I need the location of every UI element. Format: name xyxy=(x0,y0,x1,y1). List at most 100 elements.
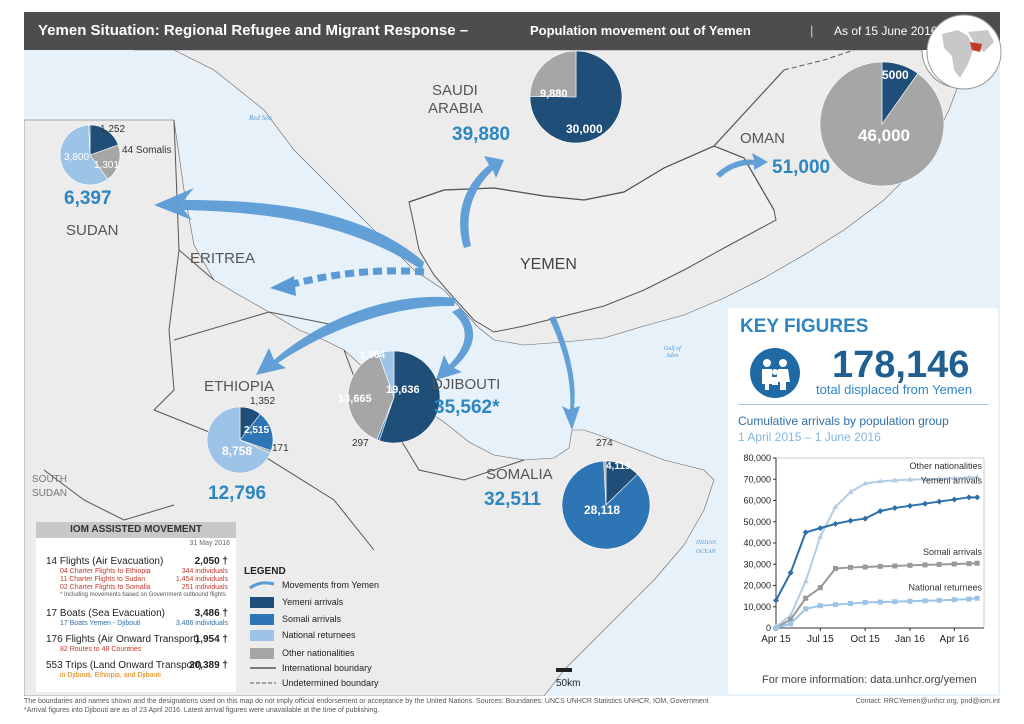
footer-contact: Contact: RRCYemen@unhcr.org, pnd@iom.int xyxy=(855,698,1000,705)
series-point xyxy=(966,561,972,567)
series-point xyxy=(847,489,854,494)
undetermined-boundary xyxy=(783,50,855,71)
pie-djibouti xyxy=(347,350,441,444)
arrow-dashed-eritrea xyxy=(285,267,425,290)
legend-swatch-other xyxy=(250,648,274,659)
x-tick-label: Jul 15 xyxy=(807,634,834,645)
legend-movements: Movements from Yemen xyxy=(282,580,380,590)
series-point xyxy=(877,563,883,569)
pie-slice-ethiopia-somali xyxy=(239,413,274,452)
series-point xyxy=(906,502,913,509)
gulf-aden-label-1: Gulf of xyxy=(664,345,682,352)
oman-total: 51,000 xyxy=(772,157,831,178)
footer-note: *Arrival figures into Djibouti are as of… xyxy=(24,707,380,714)
gulf-aden-label-2: Aden xyxy=(665,353,678,359)
movement-arrows xyxy=(154,153,768,430)
legend-other: Other nationalities xyxy=(282,648,355,658)
series-point xyxy=(817,603,823,609)
series-point xyxy=(892,563,898,569)
saudi-yemeni-label: 30,000 xyxy=(566,122,603,136)
somalia-yemeni-label: 4,119 xyxy=(606,461,631,472)
pie-slice-sudan-yemeni xyxy=(89,124,119,156)
scale-label: 50km xyxy=(556,678,581,689)
arrow-to-djibouti xyxy=(436,308,474,380)
series-point xyxy=(802,578,809,584)
iom-flight-row-1-value: 344 individuals xyxy=(181,568,228,575)
series-point xyxy=(936,561,942,567)
sudan-total: 6,397 xyxy=(64,188,112,209)
iom-boat-row: 17 Boats Yemen - Djibouti xyxy=(60,620,141,627)
iom-flight-row-1: 04 Charter Flights to Ethiopia xyxy=(60,568,151,575)
ethiopia-other-label: 171 xyxy=(272,443,289,454)
somalia-somali-label: 28,118 xyxy=(584,503,621,517)
djibouti-somali-label: 297 xyxy=(352,438,369,449)
pie-slice-djibouti-other xyxy=(347,353,395,441)
international-boundary xyxy=(408,69,785,211)
legend-yemeni: Yemeni arrivals xyxy=(282,597,344,607)
pie-slice-sudan-other xyxy=(89,144,121,180)
djibouti-yemeni-label: 19,636 xyxy=(386,384,420,396)
series-point xyxy=(877,599,883,605)
series-line-2 xyxy=(775,562,978,629)
series-point xyxy=(965,474,972,480)
series-point xyxy=(951,496,958,503)
iom-flight-row-2-value: 1,454 individuals xyxy=(175,576,228,583)
series-point xyxy=(803,595,809,601)
sudan-somali-label: 44 Somalis xyxy=(122,145,172,156)
sudan-other-label: 1,301 xyxy=(94,160,120,171)
djibouti-other-label: 13,665 xyxy=(338,393,372,405)
series-point xyxy=(802,529,809,536)
iom-flight-row-3: 02 Charter Flights to Somalia xyxy=(60,584,151,591)
pie-slice-djibouti-returnees xyxy=(377,350,395,398)
page-subtitle: Population movement out of Yemen xyxy=(530,23,751,38)
undetermined-boundary-line xyxy=(250,682,276,684)
iom-date: 31 May 2016 xyxy=(189,540,230,547)
series-point xyxy=(817,533,824,539)
series-point xyxy=(936,597,942,603)
pie-saudi xyxy=(529,50,623,144)
legend-somali: Somali arrivals xyxy=(282,614,342,624)
pie-slice-oman-other xyxy=(819,61,945,187)
yemen-name: YEMEN xyxy=(520,256,577,273)
pie-slice-somalia-other xyxy=(603,460,607,506)
movement-arrow-icon xyxy=(249,581,275,590)
arrow-to-sudan xyxy=(154,188,424,270)
intl-boundary-line xyxy=(250,667,276,669)
series-point xyxy=(922,562,928,568)
iom-flight-row-2: 11 Charter Flights to Sudan xyxy=(60,576,146,583)
eritrea-name: ERITREA xyxy=(190,250,256,267)
family-icon xyxy=(750,348,800,398)
scale-bar-line xyxy=(556,668,572,672)
series-point xyxy=(891,477,898,483)
legend-returnees: National returnees xyxy=(282,630,356,640)
series-point xyxy=(788,621,794,627)
somalia-name: SOMALIA xyxy=(486,466,553,483)
series-point xyxy=(974,474,981,480)
series-line-3 xyxy=(775,597,978,629)
series-point xyxy=(773,597,779,604)
legend-swatch-returnees xyxy=(250,630,274,641)
pie-slice-somalia-somali xyxy=(561,460,651,550)
iom-boats-value: 3,486 † xyxy=(194,608,228,619)
more-info-text: For more information: data.unhcr.org/yem… xyxy=(762,674,977,686)
pie-slice-djibouti-yemeni xyxy=(378,350,441,444)
scale-bar: 50km xyxy=(556,668,580,689)
y-tick-label: 70,000 xyxy=(743,474,771,484)
iom-boats-label: 17 Boats (Sea Evacuation) xyxy=(46,608,165,619)
south-sudan-name-1: SOUTH xyxy=(32,474,67,485)
footer-disclaimer: The boundaries and names shown and the d… xyxy=(24,698,709,705)
y-tick-label: 20,000 xyxy=(743,581,771,591)
ethiopia-yemeni-label: 1,352 xyxy=(250,396,276,407)
pie-slice-ethiopia-returnees xyxy=(206,406,271,474)
y-tick-label: 30,000 xyxy=(743,559,771,569)
series-point xyxy=(965,494,972,501)
arrow-to-ethiopia xyxy=(256,296,456,375)
series-point xyxy=(922,500,929,507)
series-point xyxy=(936,475,943,481)
series-point xyxy=(832,520,839,527)
pie-somalia xyxy=(561,460,651,550)
header-date: As of 15 June 2016 xyxy=(834,24,938,38)
series-point xyxy=(936,498,943,505)
legend-swatch-yemeni xyxy=(250,597,274,608)
globe-icon xyxy=(926,14,1002,90)
